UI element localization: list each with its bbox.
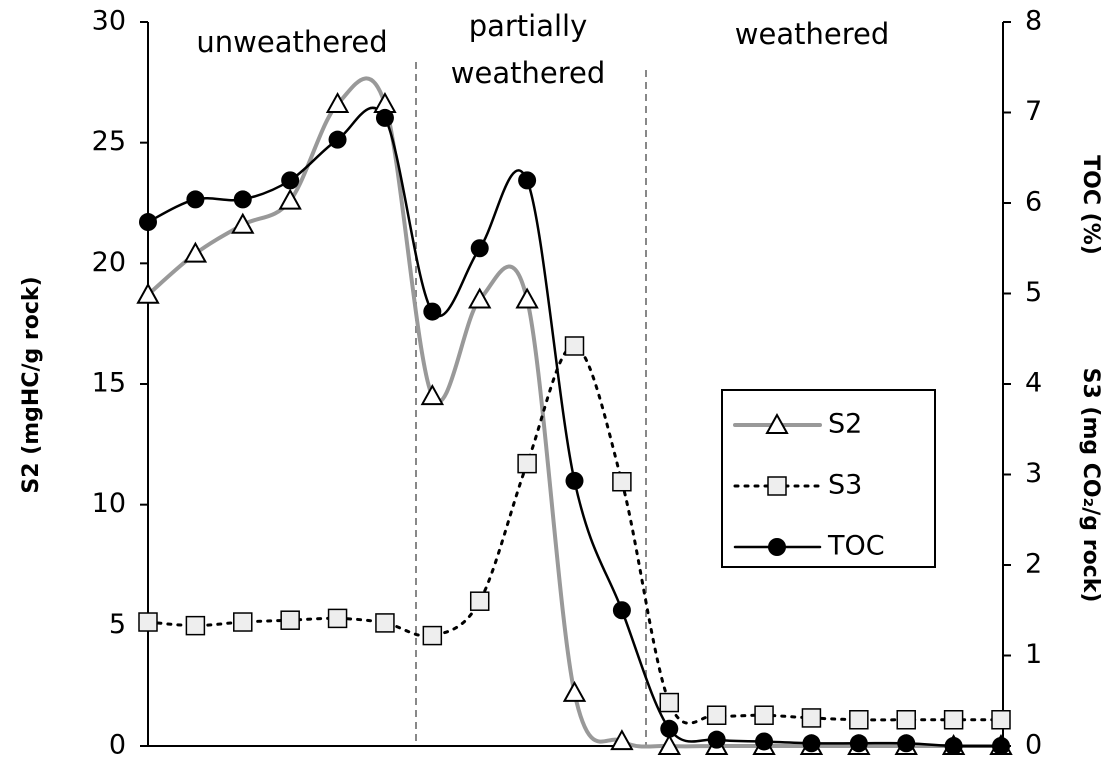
series-line [146,76,1003,749]
data-point [565,471,584,490]
data-point [659,692,680,713]
data-point [755,732,774,751]
data-point [281,171,300,190]
data-point [612,471,632,492]
data-point [612,601,631,620]
region-label: unweathered [196,25,387,59]
data-point [849,710,869,730]
y-tick-label: 20 [92,247,126,278]
y2-tick-label: 1 [1025,639,1042,670]
y-tick-label: 10 [92,488,126,519]
data-point [515,287,539,309]
data-point [943,710,964,730]
y-tick-label: 30 [92,6,126,37]
data-point [139,213,157,232]
y2-tick-label: 6 [1025,187,1042,218]
data-point [897,734,916,753]
y2-tick-label: 0 [1025,730,1042,761]
legend-marker [765,412,789,434]
legend-marker [767,476,787,496]
data-point [660,719,679,738]
data-point [280,610,300,630]
data-point [328,130,347,149]
data-point [422,625,443,646]
legend-label: S2 [828,409,862,440]
data-point [325,91,350,114]
series-line [146,106,1003,748]
data-point [992,737,1010,755]
data-point [423,302,442,321]
y2-axis-title: TOC (%) [1078,155,1103,255]
data-point [610,729,634,751]
data-point [849,734,868,753]
data-point [468,287,492,309]
y2-tick-label: 5 [1025,277,1042,308]
y2-tick-label: 3 [1025,458,1042,489]
data-point [518,171,537,190]
data-point [944,737,963,755]
region-label: weathered [451,56,605,90]
data-point [517,453,537,474]
data-point [327,608,348,629]
legend-box [721,389,936,568]
y-tick-label: 15 [92,368,126,399]
data-point [278,188,302,210]
data-point [375,613,395,633]
data-point [420,384,445,406]
data-point [470,239,489,258]
region-label: weathered [735,17,889,51]
data-point [896,710,916,730]
data-point [185,615,206,636]
data-point [233,190,252,209]
data-point [469,591,490,611]
data-point [562,680,587,702]
region-label: partially [469,9,588,43]
data-point [138,612,158,632]
data-point [657,733,681,755]
data-point [375,108,394,127]
y2-tick-label: 4 [1025,368,1042,399]
data-point [186,190,205,209]
data-point [564,336,585,356]
y2-axis-title: S3 (mg CO₂/g rock) [1078,368,1103,603]
data-point [801,708,822,728]
data-point [183,241,208,263]
data-point [802,734,821,753]
y2-tick-label: 8 [1025,6,1042,37]
y-tick-label: 5 [109,609,126,640]
data-point [136,282,160,304]
data-point [754,705,774,725]
legend-label: TOC [827,531,885,562]
legend-marker [768,538,786,556]
y-tick-label: 25 [92,126,126,157]
data-point [231,212,255,234]
y-axis-title: S2 (mgHC/g rock) [19,276,44,493]
data-point [707,730,726,749]
y2-tick-label: 7 [1025,96,1042,127]
y-tick-label: 0 [109,730,126,761]
legend-label: S3 [828,470,862,501]
y2-tick-label: 2 [1025,549,1042,580]
data-point [233,612,253,632]
data-point [991,710,1011,730]
data-point [706,705,727,725]
